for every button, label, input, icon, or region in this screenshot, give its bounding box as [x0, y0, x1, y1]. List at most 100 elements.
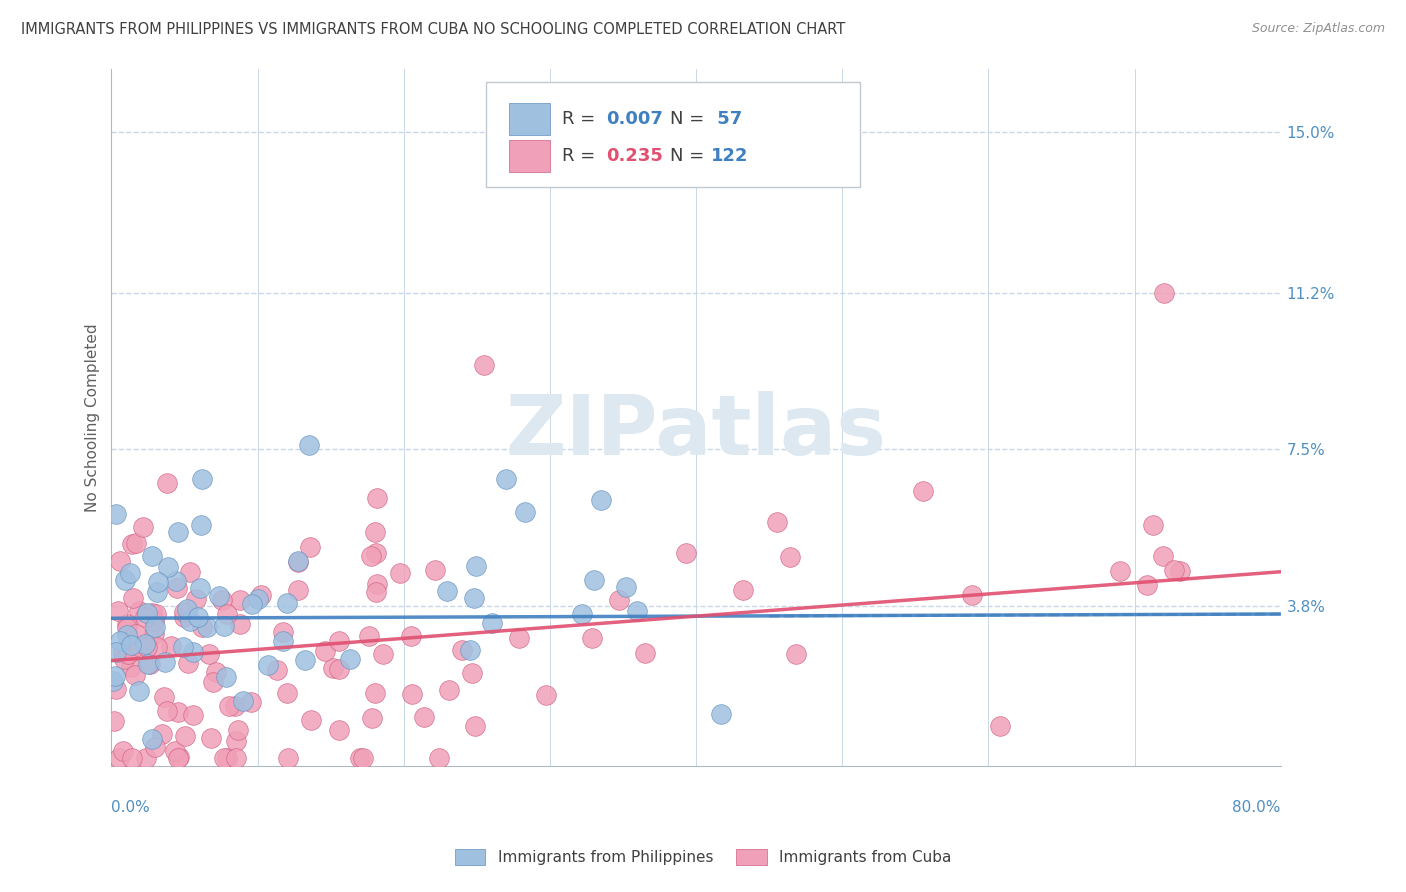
Point	[257, 658, 280, 673]
Point	[184, 591, 207, 606]
Point	[145, 640, 167, 655]
Point	[363, 686, 385, 700]
Point	[173, 605, 195, 619]
Bar	[509, 103, 550, 135]
Point	[181, 644, 204, 658]
Point	[212, 751, 235, 765]
Point	[1152, 549, 1174, 564]
Point	[156, 476, 179, 491]
Text: 57: 57	[711, 110, 742, 128]
Point	[122, 591, 145, 606]
Bar	[509, 140, 550, 172]
Point	[988, 719, 1011, 733]
Point	[134, 637, 156, 651]
Point	[134, 610, 156, 624]
Point	[273, 624, 295, 639]
Point	[364, 585, 387, 599]
Point	[218, 699, 240, 714]
Point	[127, 639, 149, 653]
Point	[202, 675, 225, 690]
Point	[125, 535, 148, 549]
Point	[339, 651, 361, 665]
Point	[287, 554, 309, 568]
Y-axis label: No Schooling Completed: No Schooling Completed	[86, 323, 100, 512]
Point	[128, 684, 150, 698]
Point	[1163, 563, 1185, 577]
Point	[103, 714, 125, 729]
Point	[141, 549, 163, 563]
Text: N =: N =	[671, 147, 710, 165]
Point	[104, 507, 127, 521]
Point	[153, 690, 176, 705]
Point	[364, 525, 387, 540]
Point	[195, 620, 218, 634]
Point	[785, 647, 807, 661]
Point	[205, 665, 228, 680]
Point	[1108, 564, 1130, 578]
Point	[399, 629, 422, 643]
Point	[121, 751, 143, 765]
Point	[229, 593, 252, 607]
Point	[1153, 285, 1175, 300]
Point	[139, 657, 162, 672]
Point	[143, 739, 166, 754]
Point	[118, 566, 141, 580]
Point	[176, 602, 198, 616]
Point	[108, 554, 131, 568]
Point	[513, 505, 536, 519]
Point	[464, 718, 486, 732]
Point	[371, 647, 394, 661]
Point	[224, 698, 246, 713]
Point	[464, 558, 486, 573]
Point	[240, 598, 263, 612]
Point	[298, 438, 321, 452]
Point	[215, 751, 238, 765]
Point	[146, 575, 169, 590]
Text: IMMIGRANTS FROM PHILIPPINES VS IMMIGRANTS FROM CUBA NO SCHOOLING COMPLETED CORRE: IMMIGRANTS FROM PHILIPPINES VS IMMIGRANT…	[21, 22, 845, 37]
Point	[166, 581, 188, 595]
Point	[1142, 517, 1164, 532]
Point	[626, 604, 648, 618]
Point	[463, 591, 485, 605]
Point	[177, 657, 200, 671]
Point	[357, 630, 380, 644]
Text: Source: ZipAtlas.com: Source: ZipAtlas.com	[1251, 22, 1385, 36]
Point	[212, 619, 235, 633]
Legend: Immigrants from Philippines, Immigrants from Cuba: Immigrants from Philippines, Immigrants …	[449, 843, 957, 871]
Point	[458, 642, 481, 657]
Point	[266, 664, 288, 678]
Point	[1168, 564, 1191, 578]
Point	[211, 593, 233, 607]
Point	[581, 632, 603, 646]
Point	[191, 472, 214, 486]
Point	[187, 610, 209, 624]
Point	[461, 665, 484, 680]
Text: R =: R =	[561, 110, 600, 128]
Point	[472, 358, 495, 372]
Point	[153, 655, 176, 669]
Text: 0.235: 0.235	[606, 147, 664, 165]
Point	[105, 681, 128, 696]
Point	[143, 627, 166, 641]
Point	[401, 688, 423, 702]
Point	[190, 518, 212, 533]
Point	[108, 634, 131, 648]
Point	[1136, 578, 1159, 592]
Point	[135, 606, 157, 620]
Point	[166, 751, 188, 765]
Point	[450, 642, 472, 657]
Text: R =: R =	[561, 147, 600, 165]
Point	[200, 731, 222, 745]
Point	[167, 750, 190, 764]
Point	[128, 604, 150, 618]
Point	[160, 639, 183, 653]
Point	[174, 729, 197, 743]
Point	[353, 751, 375, 765]
Point	[143, 615, 166, 629]
Point	[225, 734, 247, 748]
Point	[120, 659, 142, 673]
Point	[294, 653, 316, 667]
Point	[179, 565, 201, 579]
Point	[135, 640, 157, 654]
Point	[591, 492, 613, 507]
